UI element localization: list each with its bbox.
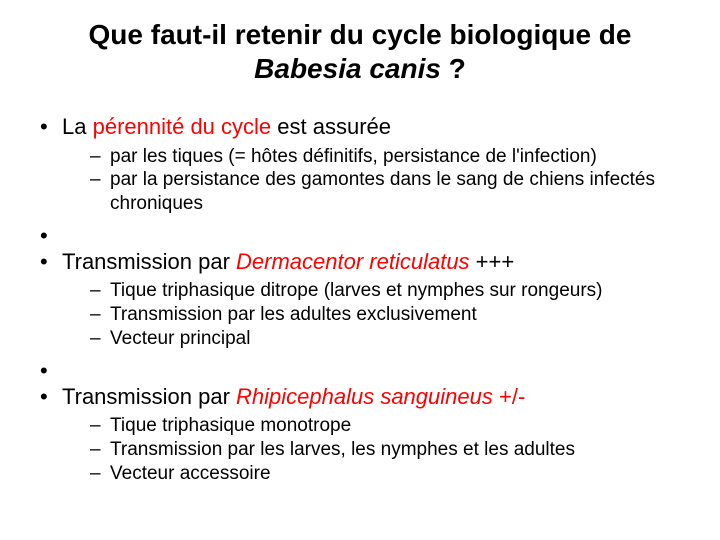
bullet-3-sublist: Tique triphasique monotrope Transmission… — [62, 414, 690, 485]
spacer — [30, 222, 690, 248]
bullet-2-lead-red: Dermacentor reticulatus — [236, 249, 470, 274]
bullet-3-lead-plain: Transmission par — [62, 384, 236, 409]
sub-item: par la persistance des gamontes dans le … — [62, 168, 690, 216]
title-species: Babesia canis — [254, 53, 441, 84]
sub-item: Vecteur principal — [62, 327, 690, 351]
bullet-1-lead-plain: La — [62, 114, 93, 139]
sub-item: Vecteur accessoire — [62, 462, 690, 486]
sub-item: Tique triphasique monotrope — [62, 414, 690, 438]
bullet-list: La pérennité du cycle est assurée par le… — [30, 113, 690, 485]
slide-container: Que faut-il retenir du cycle biologique … — [0, 0, 720, 540]
spacer — [30, 357, 690, 383]
bullet-2-lead-plain: Transmission par — [62, 249, 236, 274]
bullet-2-sublist: Tique triphasique ditrope (larves et nym… — [62, 279, 690, 350]
bullet-1: La pérennité du cycle est assurée par le… — [30, 113, 690, 216]
bullet-1-sublist: par les tiques (= hôtes définitifs, pers… — [62, 145, 690, 216]
bullet-1-lead-tail: est assurée — [271, 114, 391, 139]
sub-item: par les tiques (= hôtes définitifs, pers… — [62, 145, 690, 169]
bullet-1-lead-red: pérennité du cycle — [93, 114, 272, 139]
title-post: ? — [441, 53, 466, 84]
slide-title: Que faut-il retenir du cycle biologique … — [70, 18, 650, 85]
bullet-2: Transmission par Dermacentor reticulatus… — [30, 248, 690, 351]
bullet-3: Transmission par Rhipicephalus sanguineu… — [30, 383, 690, 486]
bullet-2-lead-tail: +++ — [470, 249, 515, 274]
sub-item: Transmission par les larves, les nymphes… — [62, 438, 690, 462]
sub-item: Tique triphasique ditrope (larves et nym… — [62, 279, 690, 303]
bullet-3-lead-tail: +/- — [493, 384, 525, 409]
title-pre: Que faut-il retenir du cycle biologique … — [89, 19, 632, 50]
bullet-3-lead-red: Rhipicephalus sanguineus — [236, 384, 493, 409]
sub-item: Transmission par les adultes exclusiveme… — [62, 303, 690, 327]
